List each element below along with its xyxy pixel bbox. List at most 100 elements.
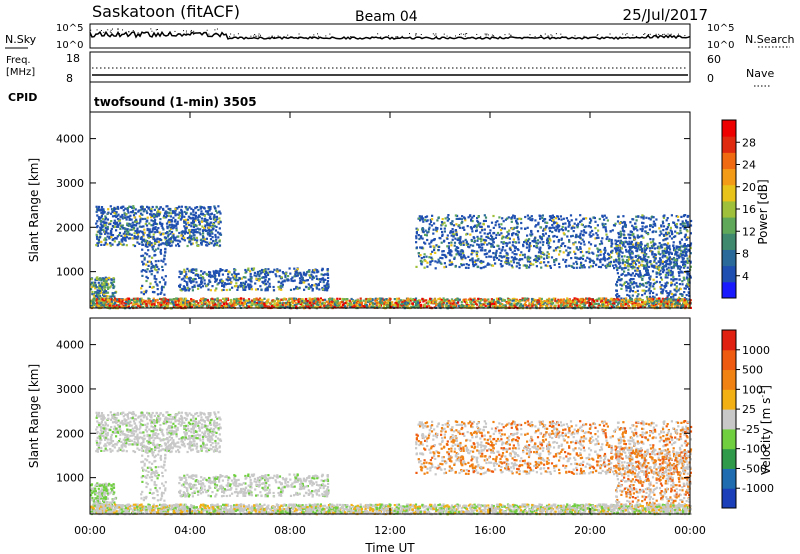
power-cell	[631, 218, 634, 221]
power-cell	[322, 281, 325, 284]
power-cell	[189, 213, 193, 216]
power-cell	[162, 216, 165, 219]
power-cell	[686, 285, 689, 288]
power-cell	[249, 272, 252, 276]
power-cell	[247, 286, 251, 289]
power-cell	[119, 222, 122, 225]
power-cell	[535, 224, 538, 227]
power-cell	[146, 277, 149, 280]
power-cell	[146, 219, 149, 222]
power-cell	[619, 283, 622, 286]
power-cell	[258, 275, 261, 278]
power-cell	[454, 237, 457, 240]
power-cell	[325, 283, 328, 286]
power-cell	[624, 261, 627, 264]
power-cell	[574, 241, 577, 244]
power-cell	[140, 305, 143, 308]
power-cell	[638, 265, 641, 268]
power-cell	[186, 282, 189, 285]
power-cell	[627, 256, 630, 259]
power-cell	[132, 214, 136, 217]
power-cell	[105, 229, 108, 232]
power-cell	[158, 281, 161, 284]
power-cell	[645, 295, 649, 299]
power-cell	[507, 260, 510, 263]
power-cell	[159, 211, 162, 214]
power-cell	[669, 296, 673, 299]
power-cell	[569, 251, 572, 254]
power-cell	[168, 211, 171, 215]
power-cell	[588, 241, 591, 244]
power-cell	[458, 254, 461, 257]
power-cell	[654, 266, 657, 269]
power-cell	[151, 230, 154, 233]
power-cell	[672, 221, 675, 224]
power-cell	[476, 239, 479, 242]
noise-search-point	[534, 36, 536, 38]
noise-search-point	[491, 34, 493, 36]
power-cell	[201, 240, 204, 243]
power-cell	[320, 269, 324, 272]
power-cell	[552, 235, 555, 238]
power-cell	[460, 221, 463, 225]
power-cell	[188, 276, 192, 279]
power-cell	[644, 282, 647, 285]
power-cell	[505, 254, 508, 257]
power-cell	[680, 223, 683, 226]
power-cell	[580, 261, 583, 264]
power-cell	[121, 240, 124, 243]
power-cell	[678, 265, 681, 268]
noise-search-point	[95, 33, 97, 35]
power-cell	[184, 270, 187, 273]
power-cell	[662, 252, 665, 255]
power-cell	[477, 222, 480, 225]
power-cell	[639, 243, 642, 247]
power-cell	[642, 275, 645, 278]
power-cell	[634, 263, 638, 266]
power-cell	[415, 232, 418, 235]
power-cell	[621, 272, 624, 276]
power-cell	[102, 221, 105, 224]
power-cell	[113, 240, 116, 243]
power-cell	[104, 237, 107, 240]
power-cell	[290, 278, 293, 281]
power-cell	[95, 235, 99, 238]
power-cell	[496, 220, 499, 223]
power-cell	[665, 244, 668, 247]
power-cell	[644, 244, 647, 247]
power-cell	[633, 266, 636, 269]
power-cell	[154, 213, 157, 216]
power-cell	[617, 233, 621, 236]
power-cell	[250, 267, 253, 270]
power-cell	[151, 290, 155, 294]
power-cell	[494, 224, 497, 227]
power-cell	[477, 237, 480, 240]
power-cell	[272, 285, 275, 289]
power-cell	[446, 237, 449, 240]
power-cell	[201, 275, 204, 279]
power-cell	[658, 281, 662, 284]
power-cell	[558, 253, 561, 256]
power-cell	[443, 221, 446, 224]
power-cell	[470, 303, 474, 306]
power-cell	[429, 220, 433, 223]
power-cell	[517, 238, 520, 241]
power-cell	[193, 213, 196, 216]
power-cell	[686, 266, 689, 269]
noise-search-point	[250, 35, 252, 37]
power-cell	[479, 298, 482, 301]
power-cell	[610, 238, 613, 242]
power-cell	[192, 222, 195, 225]
noise-search-point	[436, 35, 438, 37]
power-cell	[426, 231, 429, 234]
power-cell	[116, 224, 119, 228]
power-cell	[512, 214, 515, 217]
power-cell	[183, 286, 186, 289]
power-cell	[520, 227, 523, 230]
power-cell	[460, 255, 463, 258]
power-cell	[488, 255, 491, 258]
power-cell	[229, 277, 232, 280]
power-cell	[210, 229, 213, 232]
power-cell	[163, 293, 166, 296]
power-cell	[688, 288, 691, 291]
